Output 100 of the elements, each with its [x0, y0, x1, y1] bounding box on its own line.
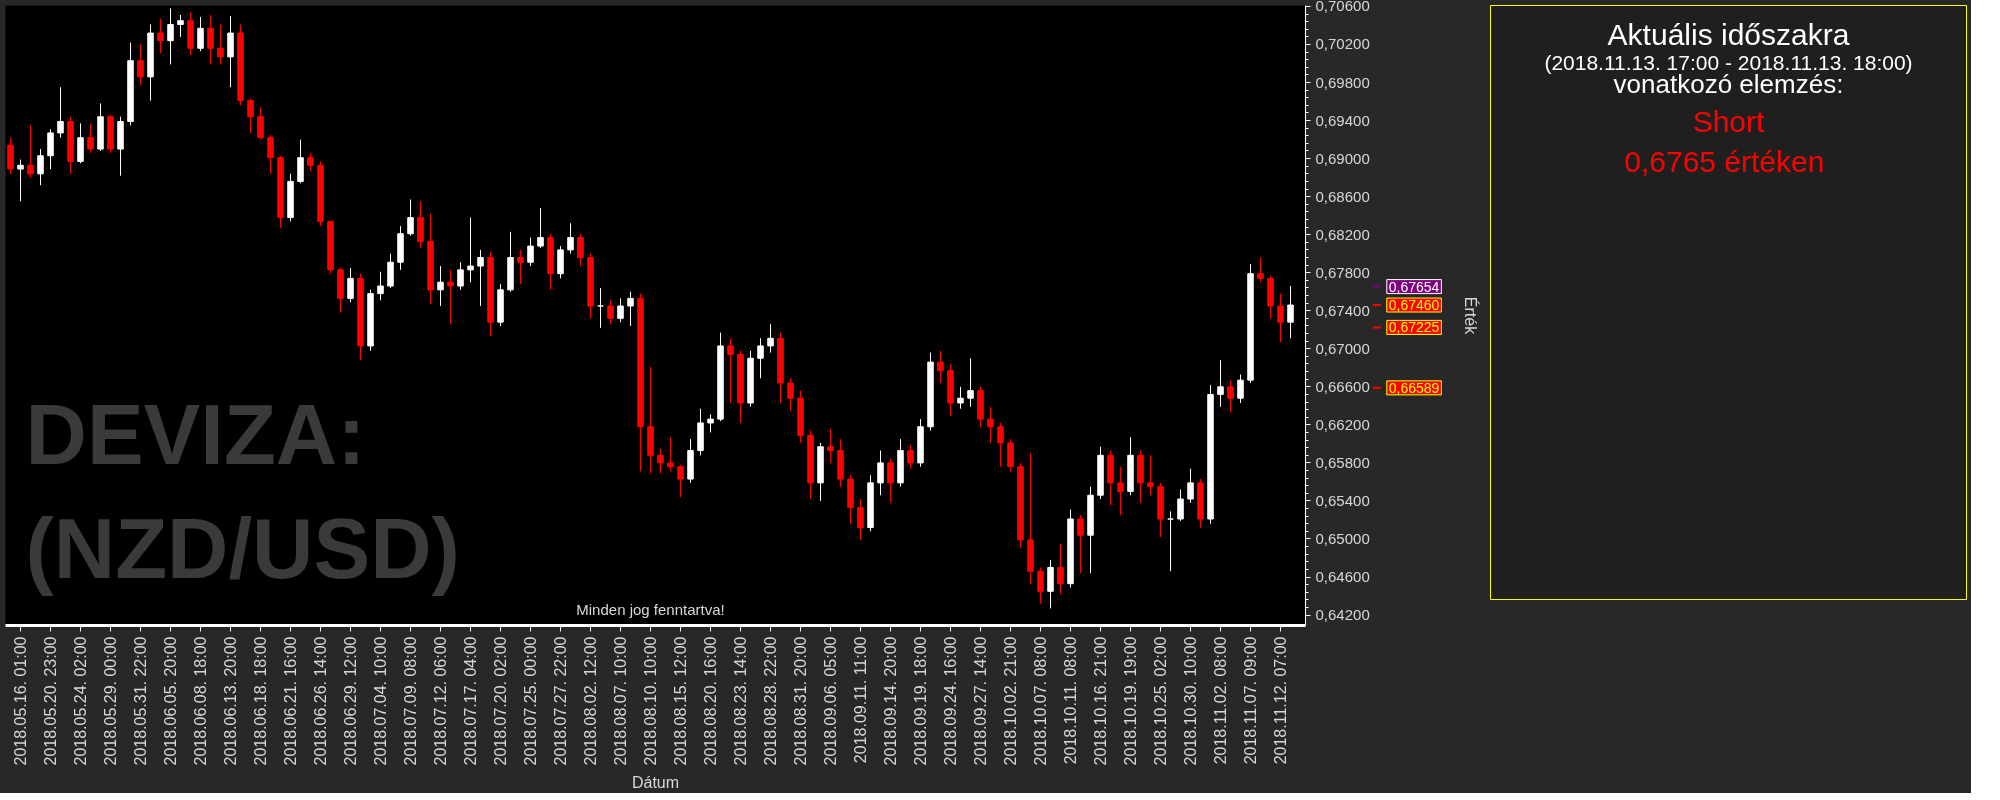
x-tick-label: 2018.08.20. 16:00 [702, 636, 719, 766]
candlestick [597, 287, 604, 329]
candlestick [1147, 454, 1154, 496]
candlestick [567, 222, 574, 255]
y-tick-label: 0,70200 [1315, 35, 1370, 53]
candlestick [267, 134, 274, 175]
ref-line-label: 0,67225 [1388, 319, 1440, 336]
candlestick [1217, 359, 1224, 408]
y-tick-label: 0,69000 [1315, 149, 1370, 167]
x-tick-label: 2018.06.21. 16:00 [282, 636, 299, 766]
x-tick-label: 2018.09.14. 20:00 [882, 636, 899, 766]
x-tick-label: 2018.08.23. 14:00 [732, 636, 749, 766]
y-tick-label: 0,65000 [1315, 529, 1370, 547]
candlestick [1257, 256, 1264, 283]
x-tick-label: 2018.09.11. 11:00 [852, 636, 869, 764]
candlestick [537, 207, 544, 249]
candlestick [1167, 510, 1174, 572]
y-tick-label: 0,66600 [1315, 377, 1370, 395]
candlestick [1287, 285, 1294, 339]
text: (2018.11.13. 17:00 - 2018.11.13. 18:00) [1544, 51, 1913, 74]
candlestick [1187, 468, 1194, 504]
x-tick-label: 2018.06.13. 20:00 [222, 636, 239, 766]
candlestick [217, 24, 224, 65]
candlestick [207, 14, 214, 65]
x-tick-label: 2018.08.31. 20:00 [792, 636, 809, 766]
candlestick [167, 7, 174, 65]
candlestick [667, 436, 674, 472]
candlestick [877, 450, 884, 496]
candlestick [1047, 559, 1054, 609]
x-tick-label: 2018.05.16. 01:00 [12, 636, 29, 766]
y-tick-label: 0,67400 [1315, 301, 1370, 319]
candlestick [57, 86, 64, 139]
y-tick-label: 0,65800 [1315, 453, 1370, 471]
candlestick [177, 14, 184, 38]
candlestick [477, 249, 484, 307]
candlestick [417, 200, 424, 249]
x-tick-label: 2018.10.30. 10:00 [1182, 636, 1199, 766]
annotation: Minden jog fenntartva! [576, 600, 725, 618]
candlestick [1077, 514, 1084, 574]
x-tick-label: 2018.08.15. 12:00 [672, 636, 689, 766]
candlestick [17, 159, 24, 202]
x-tick-label: 2018.09.24. 16:00 [942, 636, 959, 766]
x-tick-label: 2018.07.09. 08:00 [402, 636, 419, 766]
candlestick [437, 265, 444, 307]
y-tick-label: 0,65400 [1315, 491, 1370, 509]
candlestick [527, 237, 534, 267]
candlestick [77, 122, 84, 164]
candlestick [937, 350, 944, 384]
candlestick [27, 124, 34, 179]
candlestick [557, 245, 564, 279]
y-tick-label: 0,69800 [1315, 73, 1370, 91]
y-tick-label: 0,68200 [1315, 225, 1370, 243]
candlestick [657, 448, 664, 474]
x-tick-label: 2018.07.12. 06:00 [432, 636, 449, 766]
x-tick-label: 2018.07.17. 04:00 [462, 636, 479, 766]
candlestick [517, 249, 524, 285]
x-tick-label: 2018.06.08. 18:00 [192, 636, 209, 766]
candlestick [87, 122, 94, 154]
candlestick [157, 18, 164, 54]
y-tick-label: 0,67000 [1315, 339, 1370, 357]
candlestick [757, 337, 764, 379]
x-tick-label: 2018.08.10. 10:00 [642, 636, 659, 766]
candlestick [1227, 379, 1234, 413]
candlestick [577, 233, 584, 267]
candlestick [1057, 543, 1064, 595]
candlestick [227, 15, 234, 88]
ref-line-label: 0,67654 [1388, 278, 1440, 295]
y-axis-title: Érték [1461, 296, 1480, 336]
candlestick [137, 43, 144, 86]
candlestick [957, 386, 964, 410]
candlestick [197, 16, 204, 52]
candlestick [617, 297, 624, 323]
candlestick [377, 271, 384, 301]
x-tick-label: 2018.09.27. 14:00 [972, 636, 989, 766]
text: Aktuális időszakra [1607, 18, 1850, 51]
y-tick-label: 0,64200 [1315, 606, 1370, 624]
candlestick [407, 198, 414, 237]
candlestick [1117, 466, 1124, 516]
x-tick-label: 2018.05.20. 23:00 [42, 636, 59, 766]
x-tick-label: 2018.10.07. 08:00 [1032, 636, 1049, 766]
candlestick [47, 128, 54, 170]
candlestick [307, 152, 314, 172]
candlestick [997, 422, 1004, 468]
x-tick-label: 2018.06.05. 20:00 [162, 636, 179, 766]
x-tick-label: 2018.08.02. 12:00 [582, 636, 599, 766]
candlestick [257, 106, 264, 141]
x-tick-label: 2018.08.07. 10:00 [612, 636, 629, 766]
x-tick-label: 2018.07.04. 10:00 [372, 636, 389, 766]
x-tick-label: 2018.09.06. 05:00 [822, 636, 839, 766]
candlestick [767, 323, 774, 354]
candlestick [887, 458, 894, 504]
x-tick-label: 2018.07.25. 00:00 [522, 636, 539, 766]
candlestick [1007, 438, 1014, 472]
x-tick-label: 2018.05.31. 22:00 [132, 636, 149, 766]
x-tick-label: 2018.08.28. 22:00 [762, 636, 779, 766]
y-tick-label: 0,70600 [1315, 0, 1370, 15]
candlestick [7, 137, 14, 175]
y-tick-label: 0,67800 [1315, 263, 1370, 281]
x-tick-label: 2018.10.25. 02:00 [1152, 636, 1169, 766]
x-tick-label: 2018.05.24. 02:00 [72, 636, 89, 766]
